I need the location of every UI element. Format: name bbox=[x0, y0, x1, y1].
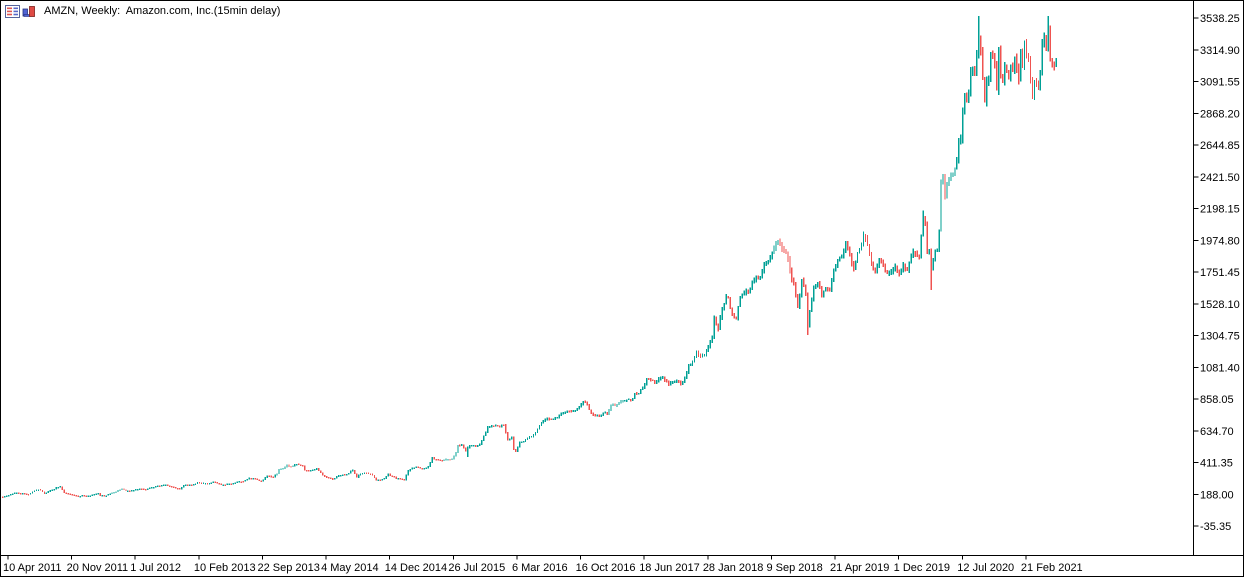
price-axis-label: 2644.85 bbox=[1200, 140, 1240, 152]
price-axis-label: 2868.20 bbox=[1200, 108, 1240, 120]
price-axis-label: -35.35 bbox=[1200, 521, 1231, 533]
time-axis-label: 16 Oct 2016 bbox=[576, 562, 636, 574]
chart-list-icon bbox=[5, 4, 20, 18]
price-axis-label: 634.70 bbox=[1200, 426, 1234, 438]
price-axis-label: 1304.75 bbox=[1200, 331, 1240, 343]
time-axis-label: 10 Feb 2013 bbox=[194, 562, 256, 574]
time-axis-label: 21 Feb 2021 bbox=[1021, 562, 1083, 574]
price-axis-label: 858.05 bbox=[1200, 394, 1234, 406]
time-axis-label: 14 Dec 2014 bbox=[385, 562, 447, 574]
candles bbox=[2, 15, 1058, 498]
time-axis-label: 28 Jan 2018 bbox=[703, 562, 764, 574]
price-axis-label: 1974.80 bbox=[1200, 235, 1240, 247]
time-axis-label: 6 Mar 2016 bbox=[512, 562, 568, 574]
time-axis-label: 22 Sep 2013 bbox=[257, 562, 319, 574]
time-axis-label: 20 Nov 2011 bbox=[67, 562, 129, 574]
time-axis-label: 26 Jul 2015 bbox=[448, 562, 505, 574]
price-axis-label: 1528.10 bbox=[1200, 299, 1240, 311]
time-axis-label: 10 Apr 2011 bbox=[3, 562, 62, 574]
price-axis-label: 1081.40 bbox=[1200, 362, 1240, 374]
time-axis-label: 18 Jun 2017 bbox=[639, 562, 700, 574]
price-axis-label: 3314.90 bbox=[1200, 45, 1240, 57]
price-axis-label: 188.00 bbox=[1200, 489, 1234, 501]
time-axis-label: 4 May 2014 bbox=[321, 562, 378, 574]
time-axis[interactable] bbox=[1, 557, 1243, 577]
time-axis-label: 21 Apr 2019 bbox=[830, 562, 889, 574]
time-axis-label: 9 Sep 2018 bbox=[766, 562, 822, 574]
chart-title: AMZN, Weekly: Amazon.com, Inc.(15min del… bbox=[44, 4, 281, 17]
price-axis-label: 1751.45 bbox=[1200, 267, 1240, 279]
price-axis-label: 3091.55 bbox=[1200, 77, 1240, 89]
price-axis-label: 3538.25 bbox=[1200, 13, 1240, 25]
time-axis-label: 1 Dec 2019 bbox=[894, 562, 950, 574]
price-axis[interactable] bbox=[1195, 1, 1244, 556]
price-axis-label: 411.35 bbox=[1200, 458, 1233, 470]
price-axis-label: 2198.15 bbox=[1200, 204, 1240, 216]
chart-plot-area[interactable] bbox=[2, 2, 1194, 556]
price-axis-label: 2421.50 bbox=[1200, 172, 1240, 184]
bar-chart-icon bbox=[22, 5, 35, 17]
time-axis-label: 1 Jul 2012 bbox=[130, 562, 181, 574]
chart-header: AMZN, Weekly: Amazon.com, Inc.(15min del… bbox=[5, 4, 280, 18]
time-axis-label: 12 Jul 2020 bbox=[957, 562, 1014, 574]
